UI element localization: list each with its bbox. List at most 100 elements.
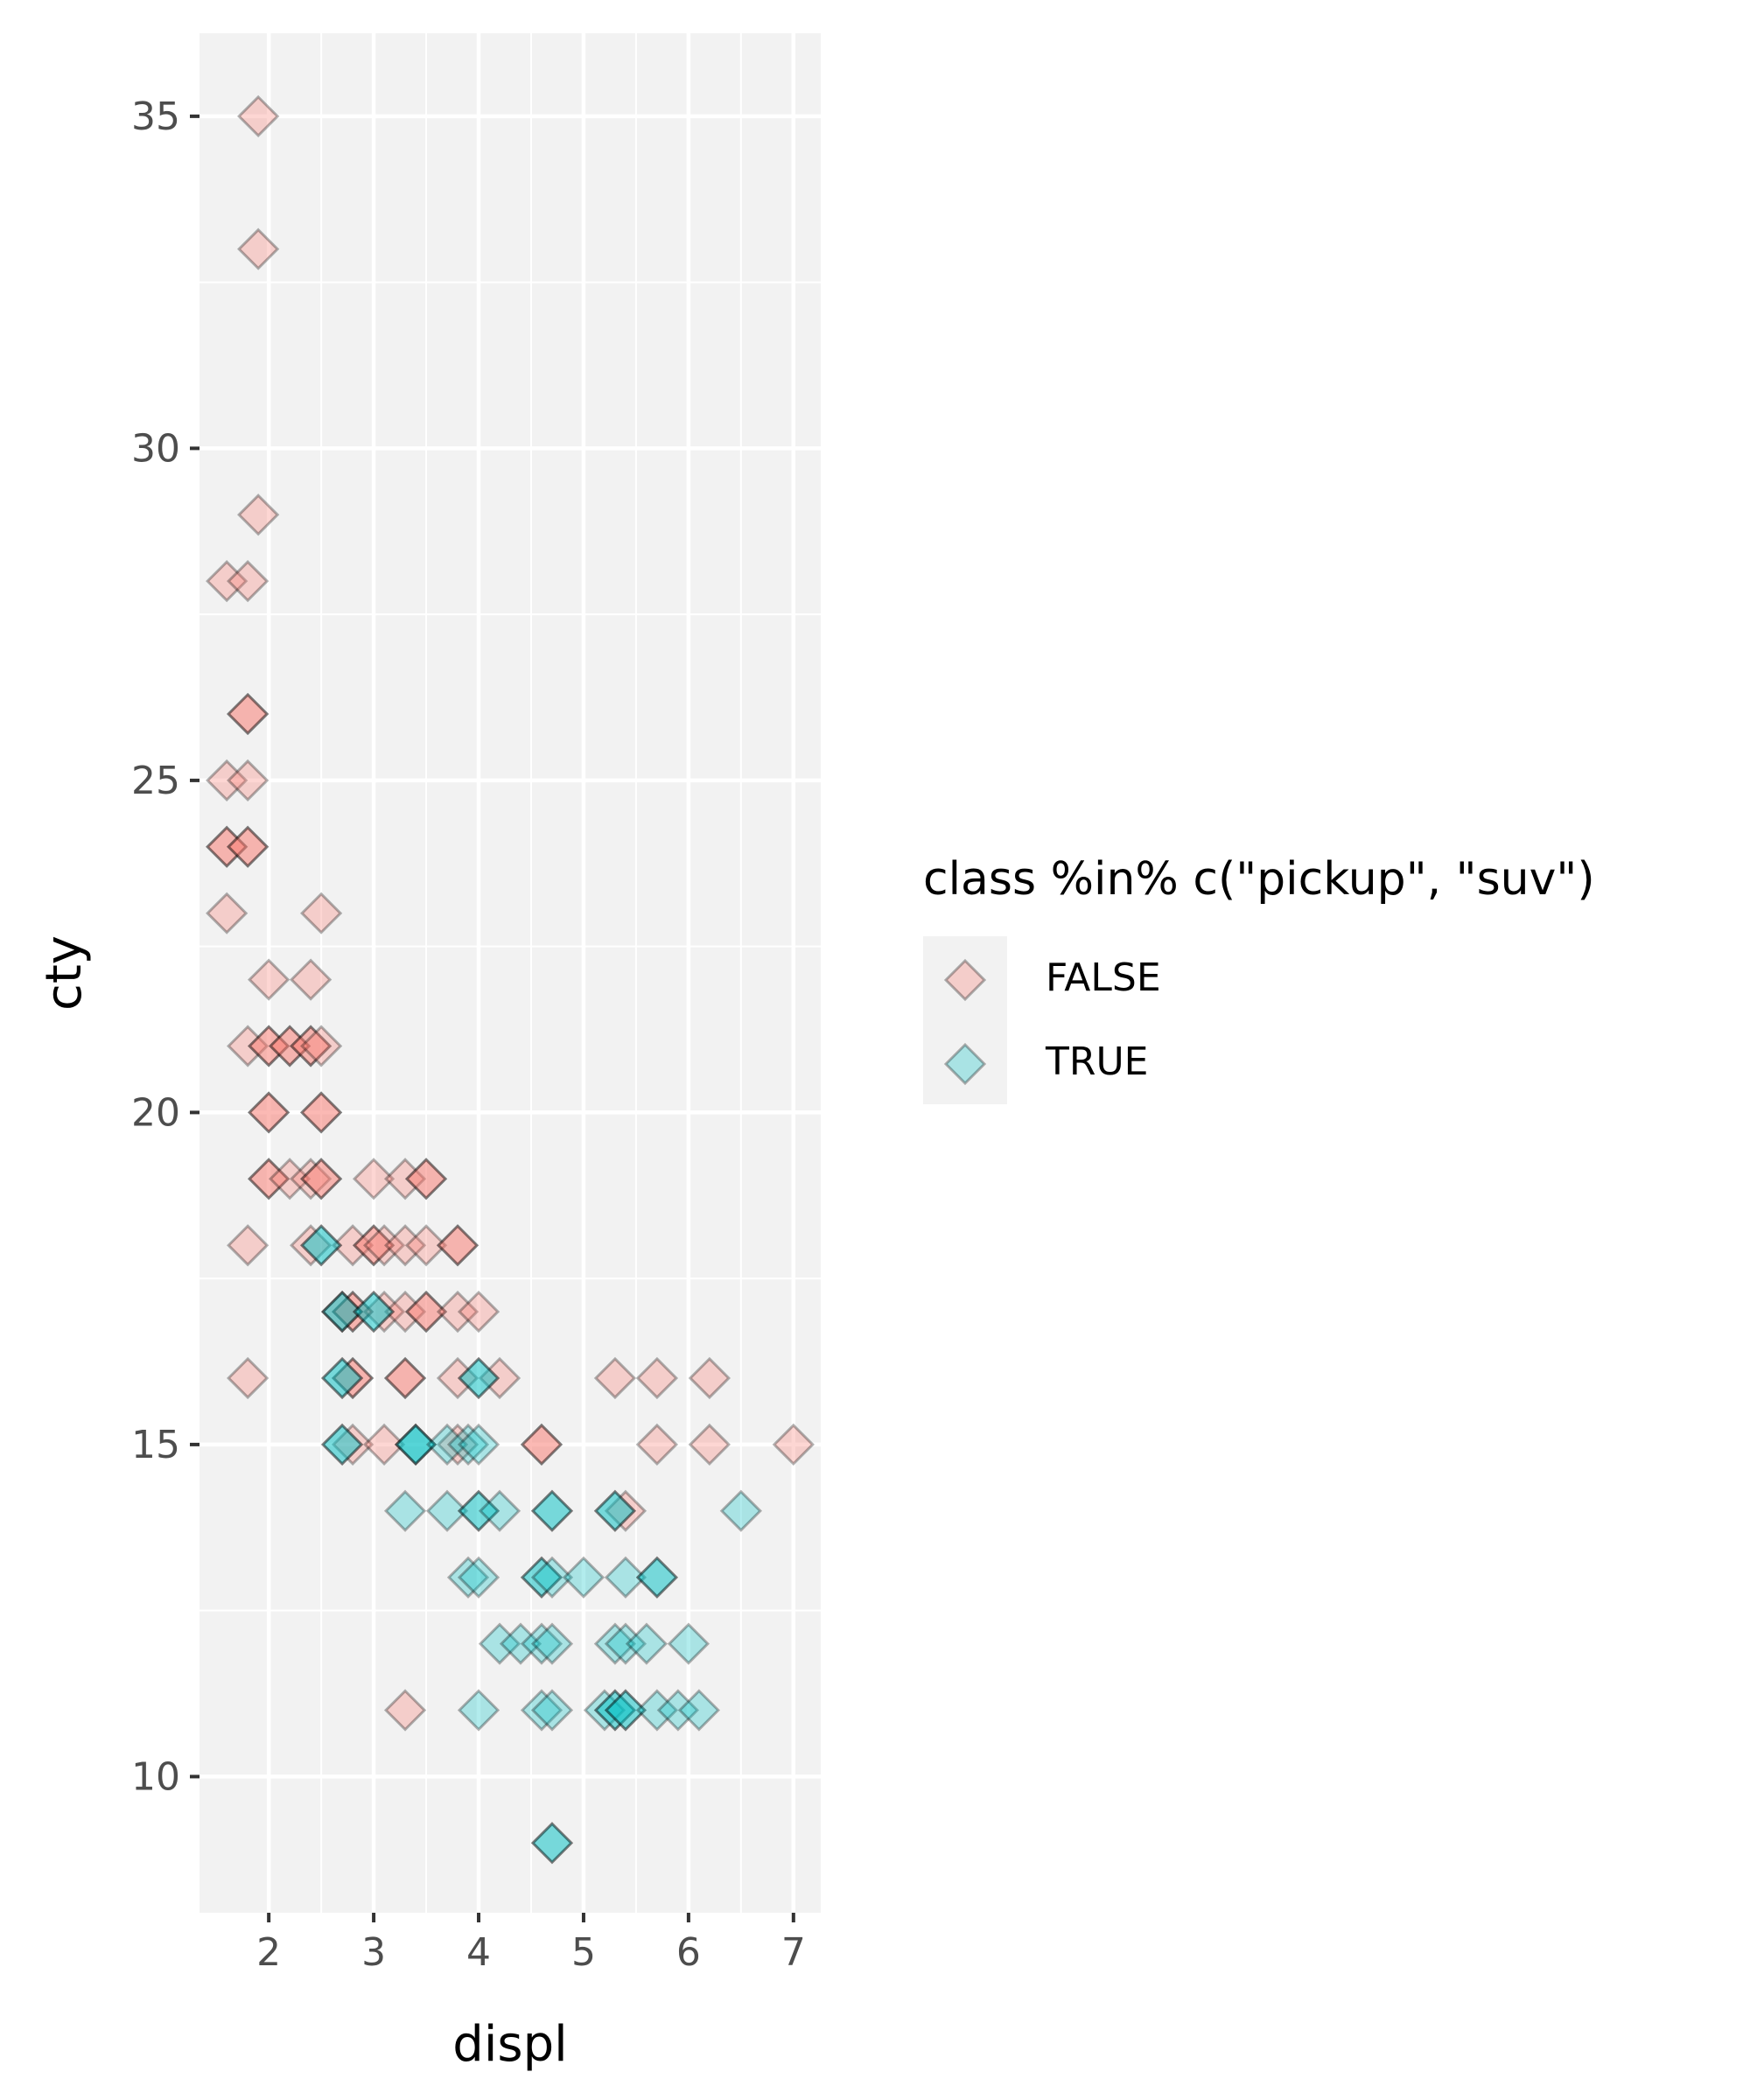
data-point-false <box>635 1423 679 1466</box>
data-point-false <box>227 692 270 736</box>
data-point-false <box>352 1224 396 1267</box>
data-point-false <box>206 560 248 603</box>
gridlines <box>200 33 821 1913</box>
data-point-false <box>383 1158 427 1200</box>
data-point-true <box>593 1489 637 1532</box>
data-point-false <box>404 1290 448 1334</box>
data-point-true <box>425 1423 469 1466</box>
y-tick-label: 20 <box>131 1090 180 1135</box>
data-point-true <box>446 1556 490 1599</box>
data-point-true <box>520 1689 564 1732</box>
data-point-true <box>300 1224 343 1267</box>
data-point-true <box>457 1356 500 1400</box>
data-point-false <box>520 1423 564 1466</box>
data-point-true <box>562 1556 606 1599</box>
data-point-false <box>604 1489 648 1532</box>
data-point-true <box>446 1423 490 1466</box>
data-point-false <box>383 1356 427 1400</box>
data-point-true <box>457 1689 500 1732</box>
y-axis-title: cty <box>36 935 93 1011</box>
data-point-false <box>383 1689 427 1732</box>
data-point-false <box>206 759 248 802</box>
data-point-true <box>635 1556 679 1599</box>
data-point-false <box>331 1356 374 1400</box>
data-point-false <box>320 1290 364 1334</box>
data-point-false <box>436 1356 480 1400</box>
data-point-false <box>300 1158 343 1200</box>
data-point-false <box>331 1290 374 1334</box>
data-point-true <box>530 1822 574 1865</box>
data-point-false <box>290 1025 332 1068</box>
data-point-false <box>248 1091 290 1134</box>
data-point-false <box>227 692 270 736</box>
data-point-false <box>478 1356 522 1400</box>
data-point-true <box>593 1689 637 1732</box>
data-point-false <box>269 1158 312 1200</box>
data-point-false <box>269 1025 312 1068</box>
y-tick-label: 25 <box>131 759 180 803</box>
data-point-false <box>362 1224 406 1267</box>
data-point-true <box>320 1290 364 1334</box>
data-point-false <box>404 1224 448 1267</box>
data-point-false <box>248 1025 290 1068</box>
data-point-false <box>227 1025 270 1068</box>
data-point-true <box>457 1556 500 1599</box>
data-point-true <box>520 1622 564 1665</box>
data-point-false <box>206 825 248 868</box>
data-point-true <box>499 1622 542 1665</box>
data-point-false <box>436 1290 480 1334</box>
data-point-false <box>331 1356 374 1400</box>
data-point-true <box>593 1622 637 1665</box>
x-tick-label: 4 <box>466 1930 491 1975</box>
data-point-false <box>290 1158 332 1200</box>
data-point-false <box>404 1290 448 1334</box>
x-tick-label: 5 <box>571 1930 596 1975</box>
data-point-true <box>320 1290 364 1334</box>
data-point-true <box>457 1423 500 1466</box>
data-point-true <box>635 1689 679 1732</box>
data-point-false <box>269 1025 312 1068</box>
data-point-false <box>300 1158 343 1200</box>
data-point-false <box>248 1158 290 1200</box>
data-point-false <box>290 1025 332 1068</box>
data-point-false <box>248 1158 290 1200</box>
legend-key-true <box>943 1042 987 1086</box>
data-point-false <box>206 892 248 934</box>
data-point-false <box>248 1091 290 1134</box>
data-point-true <box>656 1689 700 1732</box>
data-point-true <box>635 1556 679 1599</box>
y-tick-label: 35 <box>131 94 180 139</box>
data-point-true <box>520 1556 564 1599</box>
data-point-true <box>530 1822 574 1865</box>
data-point-false <box>383 1356 427 1400</box>
data-point-true <box>425 1489 469 1532</box>
data-point-false <box>237 228 280 270</box>
data-point-true <box>604 1689 648 1732</box>
data-point-false <box>227 1356 270 1400</box>
data-point-false <box>352 1158 396 1200</box>
data-point-false <box>772 1423 815 1466</box>
data-point-true <box>394 1423 438 1466</box>
data-point-true <box>394 1423 438 1466</box>
data-point-false <box>436 1423 480 1466</box>
data-point-true <box>320 1423 364 1466</box>
data-point-true <box>352 1290 396 1334</box>
data-point-false <box>237 494 280 536</box>
data-point-true <box>478 1622 522 1665</box>
x-tick-label: 6 <box>676 1930 701 1975</box>
x-tick-label: 2 <box>256 1930 281 1975</box>
data-point-false <box>227 759 270 802</box>
data-point-true <box>352 1290 396 1334</box>
data-point-true <box>593 1689 637 1732</box>
data-point-true <box>457 1356 500 1400</box>
x-axis: 2 3 4 5 6 7 <box>256 1913 806 1975</box>
data-point-false <box>248 1025 290 1068</box>
legend-keys <box>943 958 987 1086</box>
legend-key-false <box>943 958 987 1002</box>
data-point-true <box>583 1689 626 1732</box>
data-point-false <box>300 1025 343 1068</box>
data-point-false <box>290 1224 332 1267</box>
data-point-true <box>530 1622 574 1665</box>
data-point-true <box>530 1489 574 1532</box>
